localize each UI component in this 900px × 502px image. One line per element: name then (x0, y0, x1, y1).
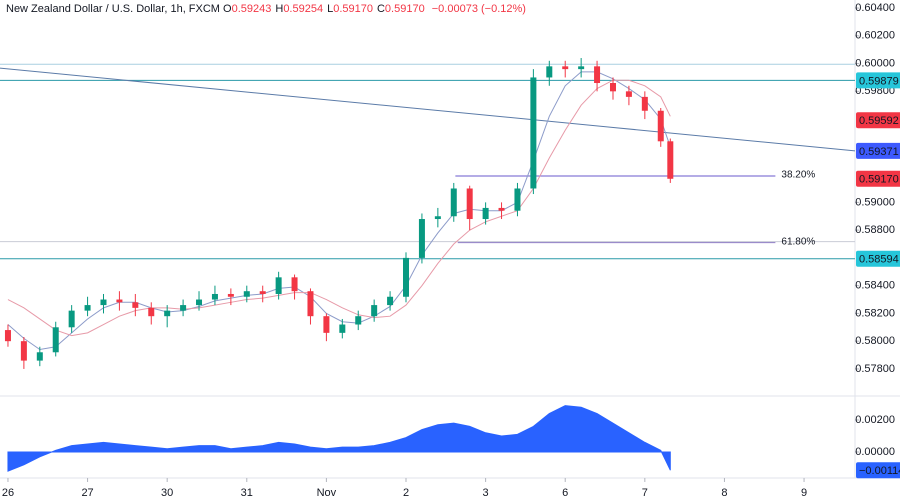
legend-key: C (376, 3, 385, 15)
candle-body (36, 352, 43, 361)
oscillator-badge: −0.00114 (859, 465, 900, 477)
y-tick-label: 0.60000 (855, 57, 895, 69)
price-badge: 0.59371 (859, 146, 899, 158)
y-tick-label: 0.58000 (855, 335, 895, 347)
candle-body (418, 219, 425, 258)
candle-body (562, 66, 569, 70)
candle-body (4, 330, 11, 342)
y-tick-label: 0.57800 (855, 363, 895, 375)
price-badge: 0.59170 (859, 174, 899, 186)
candle-body (530, 77, 537, 189)
fib-label: 61.80% (781, 236, 815, 247)
legend-value: 0.59170 (333, 3, 373, 15)
trend-line (0, 67, 855, 152)
x-tick-label: Nov (317, 487, 337, 499)
candle-body (227, 293, 234, 297)
x-tick-label: 2 (403, 487, 409, 499)
candle-body (482, 207, 489, 220)
price-badge-bg (856, 112, 900, 129)
x-tick-label: 9 (801, 487, 807, 499)
y-tick-label: 0.59000 (855, 196, 895, 208)
candle-body (641, 96, 648, 111)
oscillator-area (7, 405, 671, 472)
symbol: New Zealand Dollar / U.S. Dollar, 1h, FX… (6, 3, 220, 15)
candle-body (498, 207, 505, 211)
candle-body (450, 188, 457, 217)
candle-body (667, 141, 674, 179)
x-tick-label: 31 (241, 487, 253, 499)
candle-body (594, 66, 601, 84)
legend-key: L (327, 3, 334, 15)
candle-body (323, 316, 330, 333)
price-badge: 0.59592 (859, 115, 899, 127)
price-badge-bg (856, 142, 900, 159)
legend-value: 0.59243 (231, 3, 272, 15)
candle-body (434, 216, 441, 220)
candle-body (371, 305, 378, 317)
legend: New Zealand Dollar / U.S. Dollar, 1h, FX… (6, 2, 530, 16)
x-tick-label: 30 (161, 487, 173, 499)
candle-body (196, 299, 203, 306)
moving-average (7, 71, 671, 351)
candle-body (116, 299, 123, 303)
candle-body (52, 327, 59, 353)
price-badge: 0.59879 (859, 75, 899, 87)
oscillator (7, 405, 671, 472)
x-tick-label: 7 (642, 487, 648, 499)
candle-body (20, 341, 27, 361)
candle-body (68, 310, 75, 328)
candle-body (578, 66, 585, 70)
candle-body (100, 299, 107, 306)
plot-area (0, 58, 855, 369)
candle-body (339, 324, 346, 333)
candle-body (307, 291, 314, 317)
candle-body (259, 291, 266, 294)
ohlc-values: O0.59243 H0.59254 L0.59170 C0.59170 (223, 3, 429, 15)
candle-body (291, 277, 298, 292)
candle-body (148, 307, 155, 317)
legend-key: H (275, 3, 284, 15)
candle-body (243, 291, 250, 297)
legend-value: 0.59170 (384, 3, 425, 15)
oscillator-badge-bg (856, 462, 900, 479)
y-tick-label: 0.58400 (855, 280, 895, 292)
candle-body (132, 302, 139, 308)
candle-body (211, 293, 218, 300)
candle-body (609, 83, 616, 92)
y-tick-label: 0.60400 (855, 2, 895, 14)
x-tick-label: 3 (483, 487, 489, 499)
candle-body (546, 66, 553, 78)
fib-label: 38.20% (781, 170, 815, 181)
candle-body (164, 310, 171, 317)
legend-value: 0.59254 (283, 3, 324, 15)
y-tick-label: 0.00000 (855, 446, 895, 458)
candle-body (514, 188, 521, 211)
candle-body (466, 188, 473, 220)
x-tick-label: 27 (81, 487, 93, 499)
x-tick-label: 6 (562, 487, 568, 499)
x-tick-label: 26 (2, 487, 14, 499)
y-tick-label: 0.58200 (855, 307, 895, 319)
price-badge-bg (856, 250, 900, 267)
y-tick-label: 0.58800 (855, 224, 895, 236)
y-tick-label: 0.60200 (855, 30, 895, 42)
price-badge: 0.58594 (859, 254, 899, 266)
candle-body (355, 316, 362, 325)
legend-key: O (223, 3, 232, 15)
y-tick-label: 0.00200 (855, 414, 895, 426)
x-tick-label: 8 (721, 487, 727, 499)
candle-body (387, 296, 394, 306)
candle-body (657, 110, 664, 142)
candle-body (180, 305, 187, 311)
candle-body (625, 91, 632, 97)
change: −0.00073 (−0.12%) (431, 3, 526, 15)
candle-body (275, 277, 282, 294)
price-badge-bg (856, 72, 900, 89)
price-badge-bg (856, 170, 900, 187)
candle-body (403, 257, 410, 297)
moving-average (7, 79, 671, 337)
candle-body (84, 305, 91, 311)
